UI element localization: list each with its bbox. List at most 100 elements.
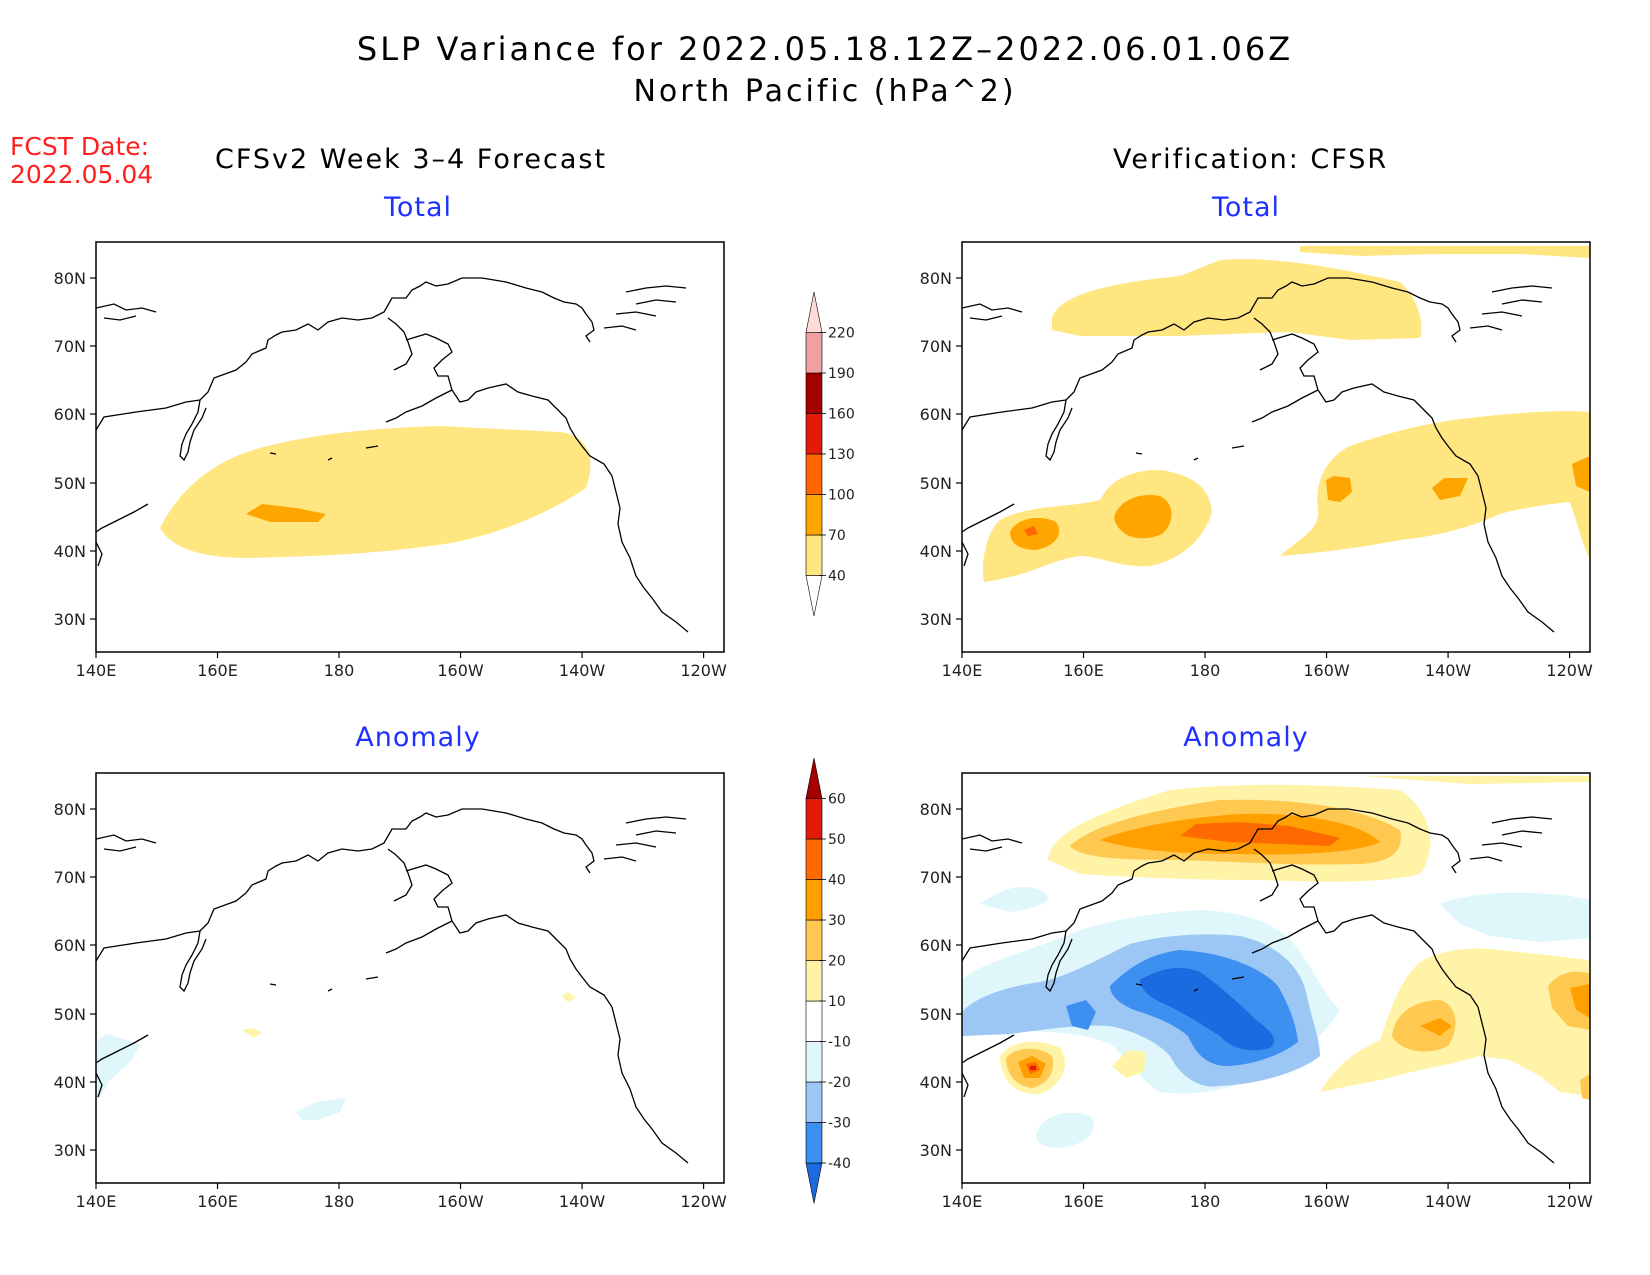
main-title: SLP Variance for 2022.05.18.12Z–2022.06.…	[356, 30, 1294, 68]
colorbar-swatch	[805, 879, 823, 921]
forecast-total-title: Total	[383, 192, 453, 223]
shade-neg30-neg40	[1066, 1000, 1096, 1030]
colorbar-label: 190	[828, 366, 855, 382]
colorbar-swatch	[805, 534, 823, 576]
lat-tick-label: 40N	[920, 1073, 952, 1092]
colorbar-label: 70	[828, 528, 846, 544]
lat-tick-label: 80N	[920, 800, 952, 819]
verification-total-map	[961, 241, 1591, 653]
lon-tick-label: 180	[1190, 661, 1221, 680]
shade-70-100	[1572, 456, 1590, 492]
lat-tick-label: 80N	[54, 800, 86, 819]
colorbar-label: 100	[828, 488, 855, 504]
colorbar-label: -40	[828, 1156, 851, 1172]
colorbar-label: -20	[828, 1075, 851, 1091]
lat-tick-label: 30N	[54, 1141, 86, 1160]
colorbar-swatch	[805, 1041, 823, 1083]
lon-tick-label: 140W	[1425, 1192, 1472, 1211]
lon-tick-label: 160E	[197, 661, 238, 680]
lon-tick-label: 120W	[1546, 1192, 1593, 1211]
lon-tick-label: 160W	[1303, 1192, 1350, 1211]
lat-tick-label: 30N	[920, 1141, 952, 1160]
shade-neg10-neg20	[96, 1034, 140, 1100]
shade-70-100	[246, 504, 326, 522]
lat-tick-label: 50N	[54, 1005, 86, 1024]
lat-tick-label: 70N	[920, 868, 952, 887]
colorbar-label: 130	[828, 447, 855, 463]
colorbar-swatch	[805, 838, 823, 880]
colorbar-swatch	[805, 291, 823, 333]
lon-tick-label: 160W	[437, 1192, 484, 1211]
shade-neg10-neg20	[980, 886, 1049, 912]
shade-30-40	[1570, 984, 1590, 1018]
colorbar-swatch	[805, 1162, 823, 1204]
lat-tick-label: 70N	[54, 868, 86, 887]
colorbar-label: 160	[828, 407, 855, 423]
verification-column-title: Verification: CFSR	[1113, 144, 1389, 175]
shade-50-60	[1030, 1066, 1036, 1070]
lat-tick-label: 40N	[54, 1073, 86, 1092]
lat-tick-label: 60N	[54, 936, 86, 955]
lon-tick-label: 120W	[1546, 661, 1593, 680]
shade-40-70	[160, 426, 591, 558]
shade-100-130	[1024, 526, 1038, 536]
colorbar-swatch	[805, 798, 823, 840]
forecast-column-title: CFSv2 Week 3–4 Forecast	[215, 144, 608, 175]
shade-neg10-neg20	[296, 1098, 346, 1120]
lon-tick-label: 140E	[76, 661, 117, 680]
colorbar-swatch	[805, 575, 823, 617]
lat-tick-label: 80N	[54, 269, 86, 288]
shade-below-neg40	[1140, 967, 1275, 1051]
colorbar-label: 10	[828, 994, 846, 1010]
colorbar-swatch	[805, 494, 823, 536]
anomaly-colorbar: -40 -30 -20 -10 10 20 30 40 50 60	[805, 757, 851, 1204]
lon-tick-label: 140W	[559, 1192, 606, 1211]
shade-10-20	[562, 992, 576, 1002]
total-colorbar: 40 70 100 130 160 190 220	[805, 291, 855, 617]
lon-tick-label: 140E	[76, 1192, 117, 1211]
lat-tick-label: 60N	[920, 936, 952, 955]
lat-tick-label: 30N	[54, 610, 86, 629]
colorbar-label: -30	[828, 1116, 851, 1132]
colorbar-swatch	[805, 1081, 823, 1123]
colorbar-label: 40	[828, 569, 846, 585]
colorbar-swatch	[805, 960, 823, 1002]
lon-tick-label: 180	[324, 1192, 355, 1211]
lat-tick-label: 30N	[920, 610, 952, 629]
lon-tick-label: 160E	[1063, 1192, 1104, 1211]
shade-10-20	[1112, 1050, 1146, 1078]
colorbar-label: 20	[828, 954, 846, 970]
shade-40-70	[1300, 246, 1590, 258]
lon-tick-label: 180	[324, 661, 355, 680]
shade-30-40	[1420, 1018, 1452, 1036]
lon-tick-label: 140W	[1425, 661, 1472, 680]
colorbar-label: 30	[828, 913, 846, 929]
colorbar-label: -10	[828, 1035, 851, 1051]
colorbar-label: 220	[828, 326, 855, 342]
shade-neg10-neg20	[1036, 1112, 1094, 1148]
forecast-total-map	[95, 241, 725, 653]
shade-70-100	[1326, 476, 1352, 502]
colorbar-swatch	[805, 1122, 823, 1164]
verification-anomaly-map	[961, 772, 1591, 1184]
shade-70-100	[1432, 478, 1468, 500]
lon-tick-label: 140E	[942, 661, 983, 680]
lon-tick-label: 160E	[197, 1192, 238, 1211]
lat-tick-label: 40N	[54, 542, 86, 561]
lon-tick-label: 120W	[680, 1192, 727, 1211]
colorbar-swatch	[805, 372, 823, 414]
shade-10-20	[1360, 776, 1590, 784]
lat-tick-label: 80N	[920, 269, 952, 288]
lat-tick-label: 70N	[920, 337, 952, 356]
lat-tick-label: 60N	[54, 405, 86, 424]
colorbar-swatch	[805, 413, 823, 455]
lat-tick-label: 40N	[920, 542, 952, 561]
colorbar-swatch	[805, 453, 823, 495]
colorbar-label: 60	[828, 792, 846, 808]
shade-40-50	[1180, 822, 1340, 846]
colorbar-label: 50	[828, 832, 846, 848]
shade-40-70	[1052, 259, 1422, 340]
lat-tick-label: 50N	[54, 474, 86, 493]
fcst-date-value: 2022.05.04	[10, 160, 154, 189]
fcst-date-label: FCST Date:	[10, 132, 150, 161]
